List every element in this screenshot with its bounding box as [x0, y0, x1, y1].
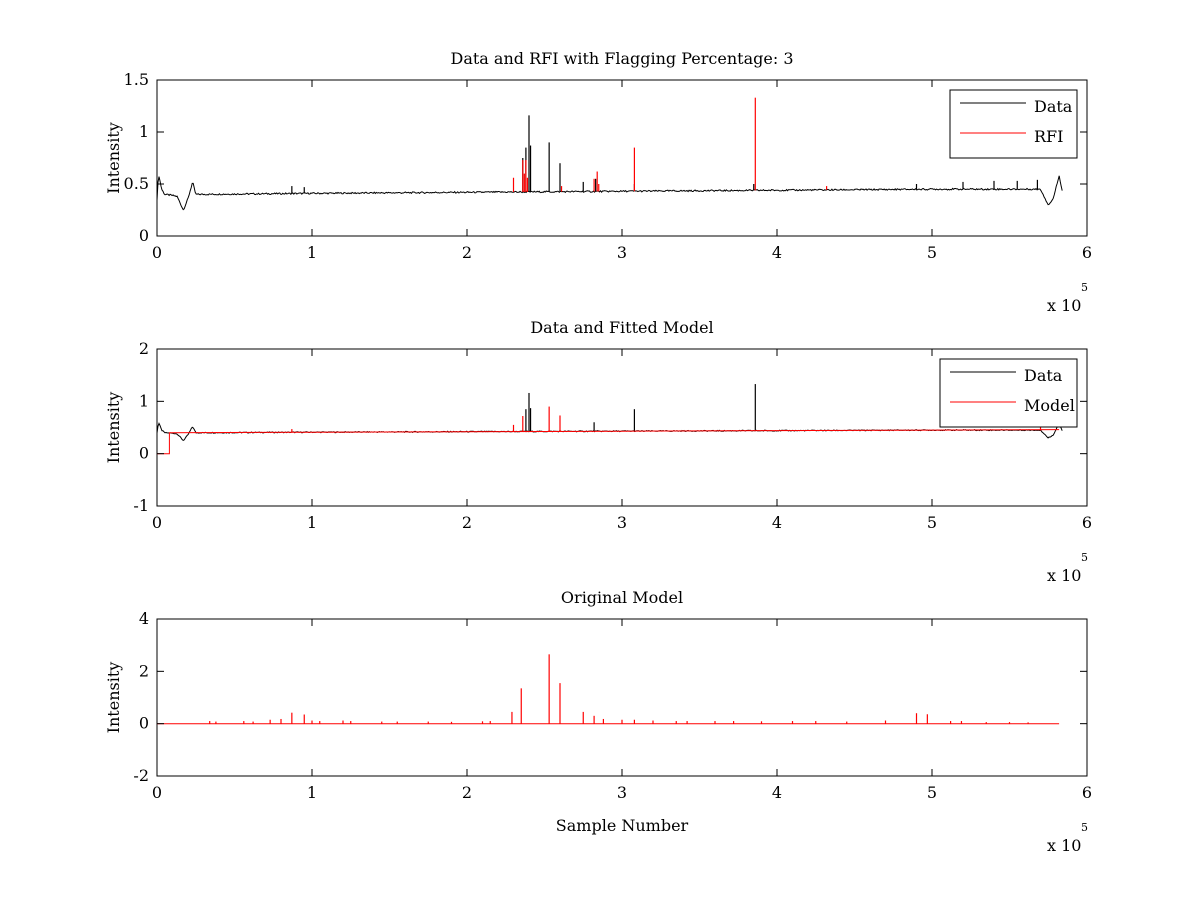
x-tick-label: 2 [462, 783, 472, 802]
axes-box [156, 348, 1088, 507]
x-tick-label: 0 [152, 513, 162, 532]
x-tick-label: 1 [307, 783, 317, 802]
y-tick-label: 2 [139, 339, 149, 358]
plot-area [157, 384, 1063, 455]
x-tick-label: 5 [927, 243, 937, 262]
x-tick-label: 1 [307, 513, 317, 532]
series-model [157, 654, 1060, 725]
y-tick-label: 1 [139, 391, 149, 410]
y-axis-label: Intensity [104, 122, 123, 194]
y-tick-label: 0 [139, 714, 149, 733]
series-line [157, 429, 1060, 455]
x-tick-label: 5 [927, 513, 937, 532]
x-tick-label: 0 [152, 783, 162, 802]
axes-box [156, 618, 1088, 777]
legend-label-rfi: RFI [1034, 127, 1063, 146]
x-tick-label: 6 [1082, 783, 1092, 802]
x-tick-label: 1 [307, 243, 317, 262]
y-tick-label: 4 [139, 609, 149, 628]
legend-label-model: Model [1024, 396, 1075, 415]
x-tick-label: 6 [1082, 513, 1092, 532]
y-axis-label: Intensity [104, 662, 123, 734]
x-tick-label: 6 [1082, 243, 1092, 262]
x-multiplier-label: x 10 [1047, 296, 1081, 315]
x-tick-label: 3 [617, 243, 627, 262]
series-model [157, 406, 1060, 455]
subplot-1: 0 1 2 3 4 5 6 0 0.5 1 1.5 Data and RFI with Flaggin… [104, 49, 1092, 315]
y-tick-label: 0 [139, 226, 149, 245]
x-tick-label: 4 [772, 243, 782, 262]
x-multiplier-label: x 10 [1047, 836, 1081, 855]
x-tick-label: 2 [462, 243, 472, 262]
subplot-title: Data and Fitted Model [530, 318, 713, 337]
subplot-title: Data and RFI with Flagging Percentage: 3 [450, 49, 793, 68]
x-tick-label: 4 [772, 783, 782, 802]
y-tick-label: 0 [139, 444, 149, 463]
x-tick-label: 2 [462, 513, 472, 532]
x-tick-label: 3 [617, 783, 627, 802]
plot-area [157, 97, 1063, 211]
y-tick-label: -2 [133, 766, 149, 785]
x-multiplier-label: x 10 [1047, 566, 1081, 585]
y-tick-label: 1 [139, 122, 149, 141]
legend-box [939, 358, 1078, 428]
y-axis-label: Intensity [104, 392, 123, 464]
x-tick-label: 3 [617, 513, 627, 532]
legend-label-data: Data [1034, 97, 1073, 116]
series-line [157, 175, 1063, 211]
axes-box [156, 79, 1088, 237]
series-rfi [512, 97, 828, 193]
y-tick-label: 1.5 [124, 70, 149, 89]
legend-label-data: Data [1024, 366, 1063, 385]
x-tick-label: 0 [152, 243, 162, 262]
legend-box [949, 89, 1078, 159]
subplot-title: Original Model [561, 588, 683, 607]
x-tick-label: 4 [772, 513, 782, 532]
y-tick-label: -1 [133, 496, 149, 515]
x-axis-label: Sample Number [556, 816, 689, 835]
legend: Data RFI [949, 89, 1078, 159]
y-tick-label: 0.5 [124, 174, 149, 193]
x-tick-label: 5 [927, 783, 937, 802]
y-tick-label: 2 [139, 661, 149, 680]
x-multiplier-exponent: 5 [1081, 281, 1088, 294]
x-multiplier-exponent: 5 [1081, 821, 1088, 834]
legend: Data Model [939, 358, 1078, 428]
x-multiplier-exponent: 5 [1081, 551, 1088, 564]
plot-area [157, 654, 1060, 725]
